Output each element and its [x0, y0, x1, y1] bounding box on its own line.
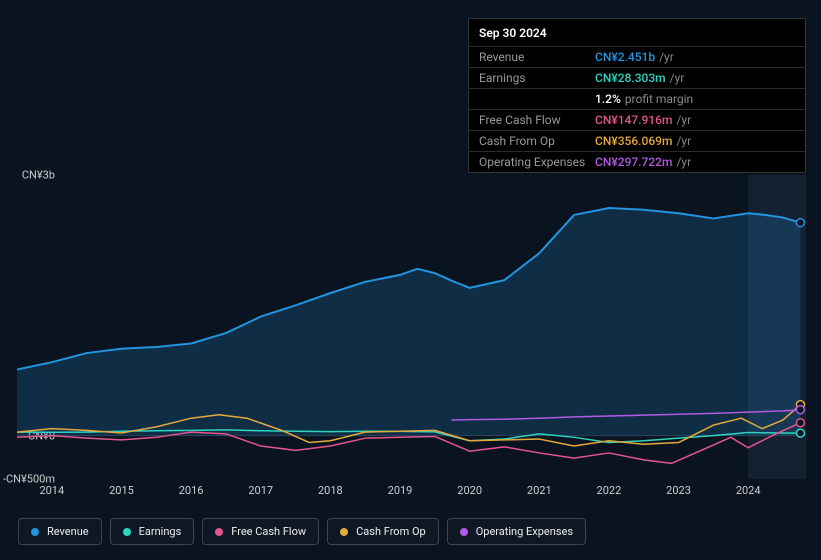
tooltip-row-value: CN¥28.303m [595, 71, 666, 85]
tooltip-row-suffix: /yr [670, 71, 685, 85]
legend-dot [460, 528, 468, 536]
series-end-dot-revenue [796, 219, 804, 227]
series-end-dot-fcf [796, 419, 804, 427]
x-axis-tick-label: 2024 [736, 484, 761, 497]
tooltip-row: Free Cash FlowCN¥147.916m/yr [469, 109, 805, 130]
x-axis-tick-label: 2017 [248, 484, 273, 497]
tooltip-row-label: Free Cash Flow [479, 113, 595, 127]
tooltip-row-suffix: /yr [676, 134, 691, 148]
x-axis-tick-label: 2016 [179, 484, 204, 497]
chart-plot-area[interactable] [17, 175, 806, 479]
tooltip-row: RevenueCN¥2.451b/yr [469, 46, 805, 67]
tooltip-row-label: Revenue [479, 50, 595, 64]
tooltip-row: EarningsCN¥28.303m/yr [469, 67, 805, 88]
tooltip-row-suffix: profit margin [625, 92, 693, 106]
x-axis: 2014 2015 2016 2017 2018 2019 2020 2021 2022 2023… [17, 482, 806, 500]
tooltip-row-label: Operating Expenses [479, 155, 595, 169]
x-axis-tick-label: 2019 [388, 484, 413, 497]
tooltip-row-suffix: /yr [676, 113, 691, 127]
legend-label: Earnings [139, 525, 182, 538]
series-fill-revenue [17, 208, 800, 436]
series-end-dot-opex [796, 406, 804, 414]
legend-dot [340, 528, 348, 536]
tooltip-row-label: Earnings [479, 71, 595, 85]
x-axis-tick-label: 2014 [39, 484, 64, 497]
legend-item-operating-expenses[interactable]: Operating Expenses [447, 518, 586, 545]
legend-item-revenue[interactable]: Revenue [18, 518, 102, 545]
tooltip-row-value: CN¥356.069m [595, 134, 672, 148]
value-tooltip: Sep 30 2024 RevenueCN¥2.451b/yrEarningsC… [468, 18, 806, 173]
x-axis-tick-label: 2020 [457, 484, 482, 497]
x-axis-tick-label: 2021 [527, 484, 552, 497]
legend-dot [123, 528, 131, 536]
tooltip-row: 1.2% profit margin [469, 88, 805, 109]
tooltip-row-suffix: /yr [659, 50, 674, 64]
tooltip-row-value: 1.2% [595, 92, 621, 106]
x-axis-tick-label: 2022 [597, 484, 622, 497]
tooltip-row-label: Cash From Op [479, 134, 595, 148]
legend-dot [31, 528, 39, 536]
legend-dot [215, 528, 223, 536]
x-axis-tick-label: 2018 [318, 484, 343, 497]
legend-item-earnings[interactable]: Earnings [110, 518, 195, 545]
tooltip-row: Cash From OpCN¥356.069m/yr [469, 130, 805, 151]
legend-label: Free Cash Flow [231, 525, 306, 538]
tooltip-row-value: CN¥2.451b [595, 50, 655, 64]
legend-label: Cash From Op [356, 525, 426, 538]
tooltip-row-value: CN¥147.916m [595, 113, 672, 127]
legend: Revenue Earnings Free Cash Flow Cash From O… [18, 518, 586, 545]
series-end-dot-earnings [796, 429, 804, 437]
legend-label: Revenue [47, 525, 89, 538]
tooltip-row-suffix: /yr [676, 155, 691, 169]
tooltip-date: Sep 30 2024 [469, 19, 805, 46]
tooltip-row: Operating ExpensesCN¥297.722m/yr [469, 151, 805, 172]
tooltip-row-value: CN¥297.722m [595, 155, 672, 169]
x-axis-tick-label: 2023 [666, 484, 691, 497]
legend-item-free-cash-flow[interactable]: Free Cash Flow [202, 518, 319, 545]
x-axis-tick-label: 2015 [109, 484, 134, 497]
legend-label: Operating Expenses [476, 525, 573, 538]
legend-item-cash-from-op[interactable]: Cash From Op [327, 518, 439, 545]
